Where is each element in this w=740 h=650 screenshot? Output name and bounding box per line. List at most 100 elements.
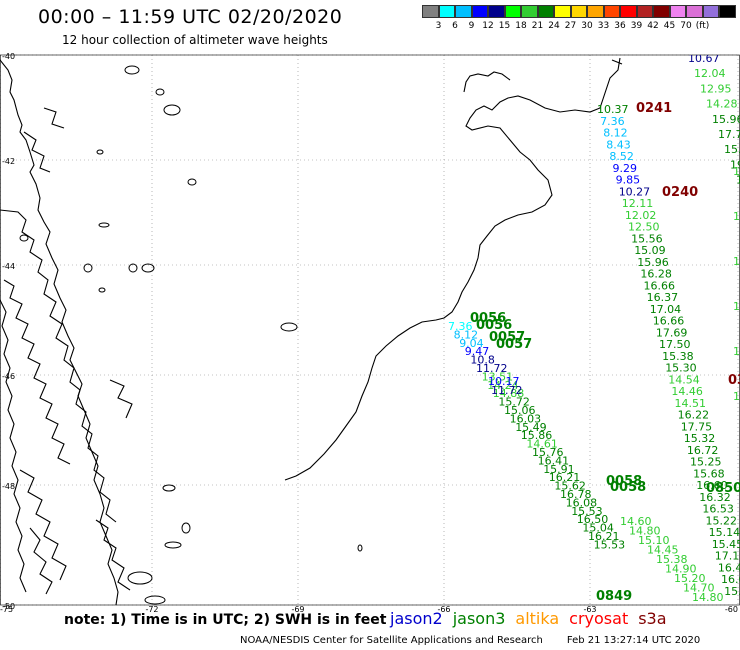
swh-value: 12.02 [625,209,657,222]
swh-value: 16.08 [566,496,598,509]
swh-value: 15.86 [521,429,553,442]
swh-value: 15.73 [724,585,740,598]
swh-value: 15.22 [706,514,738,527]
swh-value: 15.20 [674,572,706,585]
swh-value: 12.50 [628,221,660,234]
scale-swatch [719,5,736,18]
swh-value: 15.91 [543,463,575,476]
swh-value: 15.68 [693,467,725,480]
swh-value: 16.14 [733,300,740,313]
swh-value: 14.46 [671,385,703,398]
swh-value: 12.04 [694,67,726,80]
swh-value: 16.60 [696,479,728,492]
scale-swatch [686,5,703,18]
pass-time-label: 0056 [476,318,512,333]
swh-value: 14.60 [733,390,740,403]
swh-value: 14.3 [733,165,740,178]
pass-time-label: 0058 [610,480,646,495]
swh-value: 10.37 [597,103,629,116]
page-title: 00:00 – 11:59 UTC 02/20/2020 [38,6,343,28]
swh-value: 15.14 [709,526,740,539]
scale-label: 70 [680,21,692,31]
swh-value: 7.36 [600,115,625,128]
swh-value: 11.72 [476,362,508,375]
swh-value: 16.72 [687,444,719,457]
swh-value: 15.96 [637,256,669,269]
pass-time-label: 0849 [596,589,632,604]
footer-note: note: 1) Time is in UTC; 2) SWH is in fe… [64,612,387,628]
swh-value: 19.4 [730,158,740,171]
islands [19,65,363,605]
swh-value: 12.11 [622,197,654,210]
scale-swatch [636,5,653,18]
swh-value: 8.52 [609,150,634,163]
swh-value: 14.54 [668,373,700,386]
lon-label: -69 [291,605,304,614]
lat-label: -40 [2,52,15,61]
swh-value: 16.32 [699,491,731,504]
swh-value: 16.22 [678,409,710,422]
pass-time-label: 0056 [470,311,506,326]
lon-label: -60 [725,605,738,614]
scale-swatch [587,5,604,18]
swh-value: 16.53 [702,503,734,516]
swh-value: 15.38 [662,350,694,363]
scale-label: 39 [630,21,643,31]
swh-value: 15.25 [690,456,722,469]
scale-label: 3 [435,21,442,31]
swh-value: 14.70 [683,582,715,595]
scale-label: 27 [564,21,577,31]
swh-value: 15.32 [684,432,716,445]
swh-value: 17.04 [650,303,682,316]
coastline-chile [0,59,133,605]
swh-value: 15.8 [733,255,740,268]
swh-value: 16.03 [510,412,541,425]
swh-value: 14.80 [629,525,661,538]
swh-value: 15.53 [594,538,626,551]
scale-label: 15 [498,21,511,31]
swh-value: 16.66 [644,279,676,292]
swh-value: 12.95 [700,82,732,95]
scale-label: 42 [647,21,659,31]
scale-swatch [504,5,521,18]
scale-label: 12 [482,21,494,31]
swh-value: 15.76 [532,446,564,459]
swh-value: 10.8 [470,354,495,367]
color-scale-bar [422,5,736,18]
lat-label: -42 [2,157,15,166]
swh-value: 15.72 [498,396,530,409]
swh-value: 8.12 [454,328,479,341]
swh-value: 8.12 [603,127,628,140]
scale-swatch [554,5,571,18]
swh-value: 10.27 [619,185,651,198]
scale-swatch [537,5,554,18]
pass-time-label: 0850 [706,481,740,496]
coastline-argentina [284,57,623,481]
swh-value: 15.62 [554,480,586,493]
scale-label: 30 [581,21,593,31]
scale-swatch [620,5,637,18]
scale-swatch [521,5,538,18]
lat-label: -48 [2,482,15,491]
scale-swatch [438,5,455,18]
lon-label: -72 [145,605,158,614]
credit-text: NOAA/NESDIS Center for Satellite Applica… [240,635,543,646]
scale-label: 18 [515,21,527,31]
swh-value: 14.61 [526,438,558,451]
swh-value: 14.24 [487,379,519,392]
pass-time-label: 0057 [496,337,532,352]
lat-label: -44 [2,262,15,271]
swh-value: 17.69 [656,326,688,339]
swh-value: 14.51 [675,397,707,410]
scale-label: 36 [614,21,626,31]
swh-value: 11.72 [491,384,523,397]
scale-swatch [653,5,670,18]
scale-label: (ft) [695,21,710,31]
swh-value: 15 [733,210,740,223]
swh-value: 14.45 [647,544,679,557]
scale-label: 45 [663,21,676,31]
scale-label: 24 [548,21,560,31]
swh-value: 15.53 [571,505,603,518]
scale-swatch [603,5,620,18]
